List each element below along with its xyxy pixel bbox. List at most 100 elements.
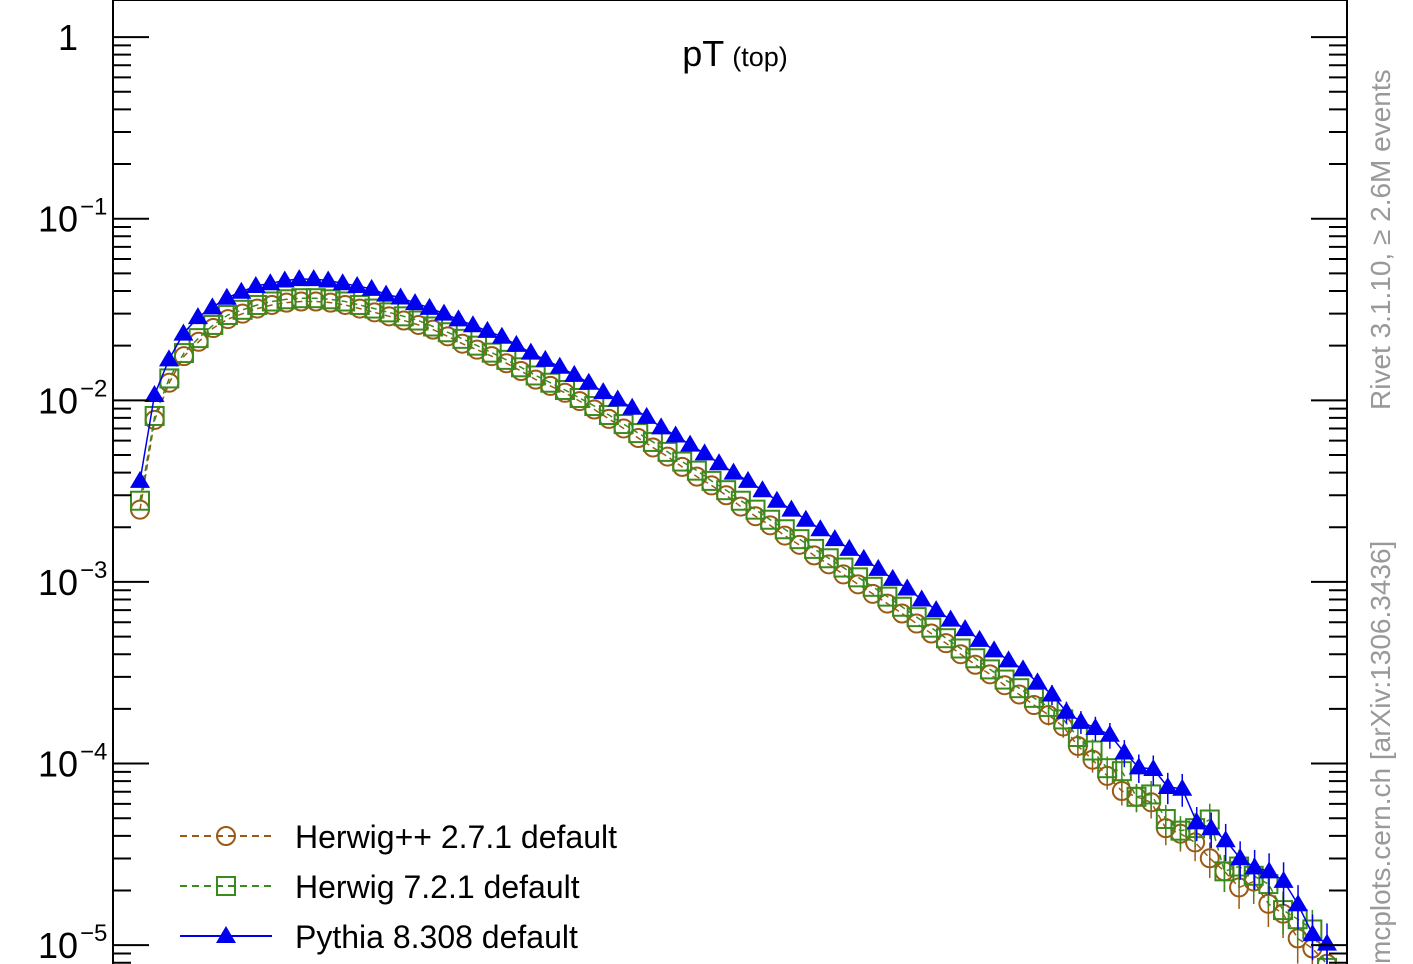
data-point bbox=[636, 406, 657, 424]
side-label-bottom: mcplots.cern.ch [arXiv:1306.3436] bbox=[1365, 541, 1396, 964]
data-point bbox=[1070, 711, 1091, 729]
legend: Herwig++ 2.7.1 default Herwig 7.2.1 defa… bbox=[180, 819, 617, 955]
data-point bbox=[1172, 778, 1193, 796]
data-point bbox=[1273, 870, 1294, 888]
data-point bbox=[1317, 933, 1337, 951]
data-point bbox=[1214, 861, 1235, 882]
data-point bbox=[665, 425, 686, 443]
series-line bbox=[139, 297, 1327, 964]
data-point bbox=[709, 453, 730, 471]
side-label-top: Rivet 3.1.10, ≥ 2.6M events bbox=[1365, 69, 1396, 410]
data-point bbox=[1215, 830, 1236, 848]
data-point bbox=[245, 276, 266, 294]
axis-ticks bbox=[113, 36, 1347, 964]
data-point bbox=[1170, 820, 1191, 841]
data-point bbox=[390, 287, 411, 305]
data-point bbox=[216, 287, 237, 305]
y-tick-exponent: −1 bbox=[80, 194, 107, 221]
data-point bbox=[1155, 809, 1176, 830]
data-point bbox=[1230, 848, 1251, 866]
data-point bbox=[437, 322, 458, 343]
y-tick-label: 10 bbox=[38, 562, 78, 603]
data-point bbox=[955, 619, 976, 637]
data-point bbox=[723, 462, 744, 480]
data-point bbox=[564, 364, 585, 382]
data-point bbox=[853, 548, 874, 566]
data-point bbox=[217, 304, 238, 325]
data-point bbox=[202, 297, 223, 315]
legend-item-pythia: Pythia 8.308 default bbox=[180, 919, 578, 955]
plot-frame bbox=[112, 0, 1348, 964]
data-point bbox=[745, 499, 766, 520]
data-point bbox=[1082, 740, 1103, 761]
series-line bbox=[139, 300, 1328, 964]
data-point bbox=[1259, 861, 1280, 879]
data-point bbox=[291, 288, 312, 309]
data-point bbox=[1288, 894, 1309, 912]
data-point bbox=[405, 293, 426, 311]
data-point bbox=[506, 334, 527, 352]
data-point bbox=[274, 270, 295, 288]
data-point bbox=[130, 490, 150, 511]
legend-label-herwigpp: Herwig++ 2.7.1 default bbox=[295, 819, 617, 855]
y-tick-label: 10 bbox=[38, 744, 78, 785]
data-point bbox=[1201, 818, 1222, 836]
legend-label-herwig7: Herwig 7.2.1 default bbox=[295, 869, 580, 905]
data-point bbox=[1041, 684, 1062, 702]
data-point bbox=[364, 298, 385, 319]
data-point bbox=[332, 273, 353, 291]
data-point bbox=[520, 342, 541, 360]
data-point bbox=[694, 443, 715, 461]
data-point bbox=[1157, 776, 1178, 794]
data-point bbox=[737, 470, 758, 488]
data-point bbox=[335, 291, 356, 312]
data-point bbox=[303, 269, 324, 287]
legend-label-pythia: Pythia 8.308 default bbox=[295, 919, 578, 955]
data-point bbox=[232, 299, 253, 320]
data-point bbox=[408, 310, 429, 331]
data-point bbox=[1056, 701, 1077, 719]
data-point bbox=[477, 320, 498, 338]
data-point bbox=[906, 607, 927, 628]
data-point bbox=[680, 434, 701, 452]
data-point bbox=[868, 558, 889, 576]
data-point bbox=[1141, 784, 1162, 805]
data-point bbox=[144, 405, 165, 426]
data-point bbox=[481, 342, 502, 363]
data-point bbox=[969, 629, 990, 647]
data-point bbox=[158, 349, 179, 367]
data-point bbox=[935, 628, 956, 649]
data-point bbox=[810, 519, 831, 537]
data-point bbox=[231, 281, 252, 299]
data-point bbox=[419, 297, 440, 315]
data-point bbox=[795, 509, 816, 527]
data-point bbox=[1126, 786, 1147, 807]
data-point bbox=[318, 270, 339, 288]
data-point bbox=[766, 490, 787, 508]
data-point bbox=[686, 460, 707, 481]
data-point bbox=[491, 326, 512, 344]
data-point bbox=[347, 276, 368, 294]
legend-item-herwigpp: Herwig++ 2.7.1 default bbox=[180, 819, 617, 855]
y-tick-label: 10 bbox=[38, 199, 78, 240]
data-point bbox=[535, 349, 556, 367]
legend-marker-herwig7 bbox=[216, 876, 236, 896]
data-point bbox=[1097, 758, 1118, 779]
data-point bbox=[247, 294, 268, 315]
series-3 bbox=[130, 269, 1337, 964]
data-point bbox=[260, 273, 281, 291]
data-point bbox=[452, 328, 473, 349]
data-point bbox=[144, 384, 165, 402]
data-point bbox=[877, 586, 898, 607]
y-tick-label: 10 bbox=[38, 925, 78, 964]
y-tick-exponent: −5 bbox=[80, 920, 107, 947]
data-point bbox=[462, 315, 483, 333]
data-point bbox=[467, 335, 488, 356]
data-point bbox=[940, 609, 961, 627]
data-point bbox=[1199, 848, 1220, 869]
y-tick-label: 10 bbox=[38, 380, 78, 421]
data-point bbox=[130, 470, 150, 488]
data-point bbox=[911, 589, 932, 607]
data-point bbox=[433, 303, 454, 321]
data-point bbox=[261, 291, 282, 312]
